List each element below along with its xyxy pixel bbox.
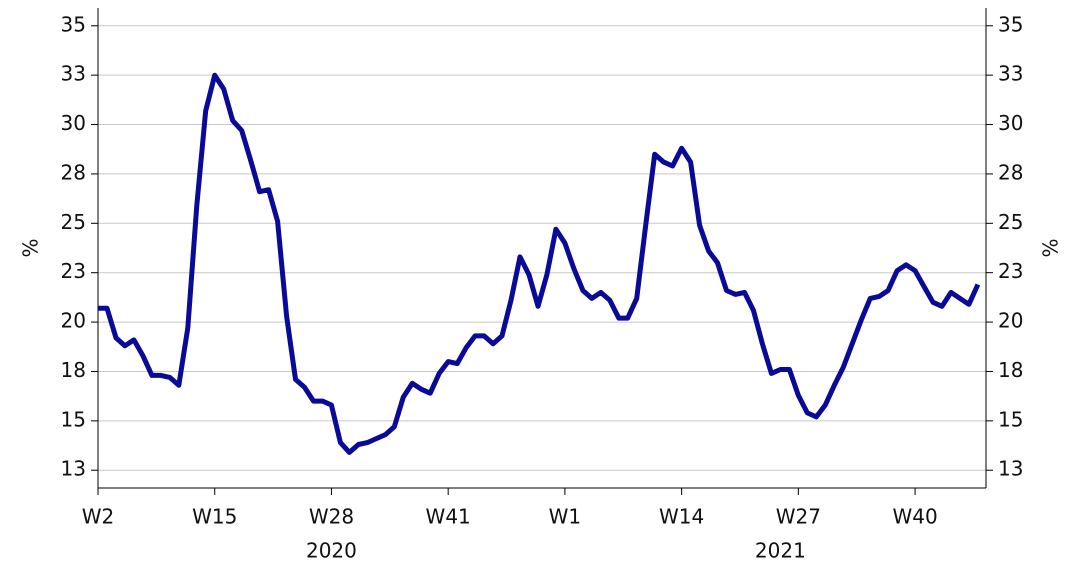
y2-tick-label: 20 bbox=[998, 309, 1023, 333]
x-tick-label: W2 bbox=[82, 505, 115, 529]
x-tick-label: W14 bbox=[659, 505, 704, 529]
y-tick-label: 35 bbox=[61, 12, 86, 36]
x-tick-label: W40 bbox=[892, 505, 937, 529]
y2-tick-label: 25 bbox=[998, 210, 1023, 234]
year-label: 2020 bbox=[306, 539, 357, 563]
y2-tick-label: 35 bbox=[998, 12, 1023, 36]
x-tick-label: W15 bbox=[192, 505, 237, 529]
y-tick-label: 15 bbox=[61, 407, 86, 431]
y2-tick-label: 23 bbox=[998, 259, 1023, 283]
x-tick-label: W27 bbox=[776, 505, 821, 529]
y-tick-label: 25 bbox=[61, 210, 86, 234]
y-tick-label: 23 bbox=[61, 259, 86, 283]
y2-tick-label: 28 bbox=[998, 160, 1023, 184]
y-tick-label: 33 bbox=[61, 62, 86, 86]
y-tick-label: 30 bbox=[61, 111, 86, 135]
y-tick-label: 18 bbox=[61, 358, 86, 382]
y2-tick-label: 13 bbox=[998, 457, 1023, 481]
y2-tick-label: 15 bbox=[998, 407, 1023, 431]
year-label: 2021 bbox=[755, 539, 806, 563]
y2-tick-label: 33 bbox=[998, 62, 1023, 86]
y-tick-label: 28 bbox=[61, 160, 86, 184]
x-tick-label: W1 bbox=[549, 505, 582, 529]
y2-tick-label: 30 bbox=[998, 111, 1023, 135]
y-tick-label: 13 bbox=[61, 457, 86, 481]
line bbox=[98, 72, 981, 455]
y-axis-label: % bbox=[19, 238, 43, 257]
y2-axis-label: % bbox=[1039, 238, 1063, 257]
y2-tick-label: 18 bbox=[998, 358, 1023, 382]
x-tick-label: W28 bbox=[309, 505, 354, 529]
x-tick-label: W41 bbox=[426, 505, 471, 529]
y-tick-label: 20 bbox=[61, 309, 86, 333]
